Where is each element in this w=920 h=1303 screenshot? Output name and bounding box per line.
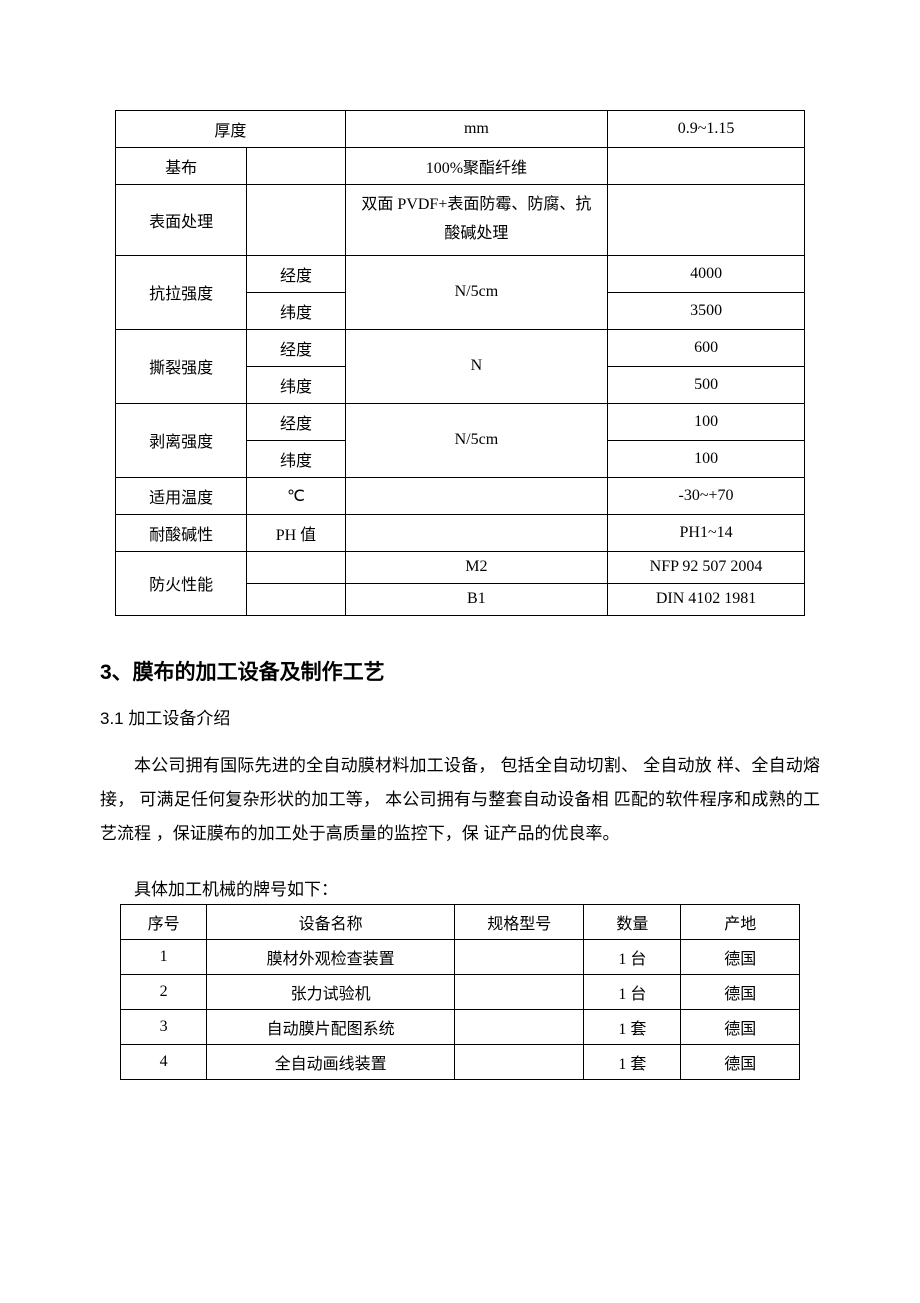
table-row: 基布 100%聚酯纤维 xyxy=(116,148,805,185)
spec-unit xyxy=(345,477,607,514)
spec-label: 适用温度 xyxy=(116,477,247,514)
equip-model xyxy=(455,1044,584,1079)
table-row: 3 自动膜片配图系统 1 套 德国 xyxy=(121,1009,800,1044)
spec-label: 防火性能 xyxy=(116,551,247,615)
section-heading-3: 3、膜布的加工设备及制作工艺 xyxy=(100,656,820,686)
spec-value: 100 xyxy=(608,440,805,477)
col-header: 规格型号 xyxy=(455,904,584,939)
equip-index: 1 xyxy=(121,939,207,974)
spec-value: 100 xyxy=(608,403,805,440)
spec-unit xyxy=(345,514,607,551)
table-row: 表面处理 双面 PVDF+表面防霉、防腐、抗酸碱处理 xyxy=(116,185,805,256)
equip-name: 自动膜片配图系统 xyxy=(207,1009,455,1044)
spec-unit: N/5cm xyxy=(345,403,607,477)
equip-origin: 德国 xyxy=(681,974,800,1009)
equip-model xyxy=(455,939,584,974)
spec-sub: PH 值 xyxy=(247,514,345,551)
spec-label: 厚度 xyxy=(116,111,346,148)
spec-sub: 纬度 xyxy=(247,440,345,477)
table-row: 2 张力试验机 1 台 德国 xyxy=(121,974,800,1009)
spec-value: 0.9~1.15 xyxy=(608,111,805,148)
spec-unit: N/5cm xyxy=(345,255,607,329)
spec-unit: B1 xyxy=(345,583,607,615)
table-row: 耐酸碱性 PH 值 PH1~14 xyxy=(116,514,805,551)
equip-model xyxy=(455,1009,584,1044)
equip-origin: 德国 xyxy=(681,1044,800,1079)
spec-unit: 双面 PVDF+表面防霉、防腐、抗酸碱处理 xyxy=(345,185,607,256)
spec-unit: N xyxy=(345,329,607,403)
spec-sub: 纬度 xyxy=(247,366,345,403)
spec-sub: 经度 xyxy=(247,403,345,440)
spec-unit: 100%聚酯纤维 xyxy=(345,148,607,185)
spec-value: PH1~14 xyxy=(608,514,805,551)
spec-label: 撕裂强度 xyxy=(116,329,247,403)
spec-label: 基布 xyxy=(116,148,247,185)
equip-qty: 1 台 xyxy=(584,939,681,974)
equipment-list-intro: 具体加工机械的牌号如下： xyxy=(100,875,820,900)
spec-value: 500 xyxy=(608,366,805,403)
equip-name: 全自动画线装置 xyxy=(207,1044,455,1079)
table-row: 防火性能 M2 NFP 92 507 2004 xyxy=(116,551,805,583)
paragraph-equipment: 本公司拥有国际先进的全自动膜材料加工设备， 包括全自动切割、 全自动放 样、全自… xyxy=(100,749,820,851)
spec-sub: 经度 xyxy=(247,255,345,292)
table-row: 4 全自动画线装置 1 套 德国 xyxy=(121,1044,800,1079)
equip-origin: 德国 xyxy=(681,939,800,974)
col-header: 序号 xyxy=(121,904,207,939)
spec-sub: 经度 xyxy=(247,329,345,366)
spec-label: 表面处理 xyxy=(116,185,247,256)
spec-label: 耐酸碱性 xyxy=(116,514,247,551)
spec-label: 抗拉强度 xyxy=(116,255,247,329)
spec-unit: M2 xyxy=(345,551,607,583)
spec-sub xyxy=(247,185,345,256)
spec-value xyxy=(608,185,805,256)
subsection-3-1: 3.1 加工设备介绍 xyxy=(100,704,820,729)
table-row: 撕裂强度 经度 N 600 xyxy=(116,329,805,366)
col-header: 设备名称 xyxy=(207,904,455,939)
spec-value: 4000 xyxy=(608,255,805,292)
equip-qty: 1 台 xyxy=(584,974,681,1009)
equip-qty: 1 套 xyxy=(584,1009,681,1044)
equip-origin: 德国 xyxy=(681,1009,800,1044)
spec-sub: 纬度 xyxy=(247,292,345,329)
specification-table: 厚度 mm 0.9~1.15 基布 100%聚酯纤维 表面处理 双面 PVDF+… xyxy=(115,110,805,616)
spec-value: NFP 92 507 2004 xyxy=(608,551,805,583)
spec-label: 剥离强度 xyxy=(116,403,247,477)
equip-qty: 1 套 xyxy=(584,1044,681,1079)
col-header: 产地 xyxy=(681,904,800,939)
equipment-table: 序号 设备名称 规格型号 数量 产地 1 膜材外观检查装置 1 台 德国 2 张… xyxy=(120,904,800,1080)
spec-value: 3500 xyxy=(608,292,805,329)
spec-value xyxy=(608,148,805,185)
spec-value: 600 xyxy=(608,329,805,366)
equip-index: 3 xyxy=(121,1009,207,1044)
spec-sub: ℃ xyxy=(247,477,345,514)
equip-name: 张力试验机 xyxy=(207,974,455,1009)
spec-value: DIN 4102 1981 xyxy=(608,583,805,615)
table-row: 1 膜材外观检查装置 1 台 德国 xyxy=(121,939,800,974)
equip-index: 2 xyxy=(121,974,207,1009)
spec-value: -30~+70 xyxy=(608,477,805,514)
spec-sub xyxy=(247,583,345,615)
table-row: 厚度 mm 0.9~1.15 xyxy=(116,111,805,148)
equip-name: 膜材外观检查装置 xyxy=(207,939,455,974)
table-header-row: 序号 设备名称 规格型号 数量 产地 xyxy=(121,904,800,939)
table-row: 剥离强度 经度 N/5cm 100 xyxy=(116,403,805,440)
table-row: 抗拉强度 经度 N/5cm 4000 xyxy=(116,255,805,292)
spec-sub xyxy=(247,148,345,185)
table-row: 适用温度 ℃ -30~+70 xyxy=(116,477,805,514)
spec-sub xyxy=(247,551,345,583)
equip-model xyxy=(455,974,584,1009)
col-header: 数量 xyxy=(584,904,681,939)
spec-unit: mm xyxy=(345,111,607,148)
equip-index: 4 xyxy=(121,1044,207,1079)
